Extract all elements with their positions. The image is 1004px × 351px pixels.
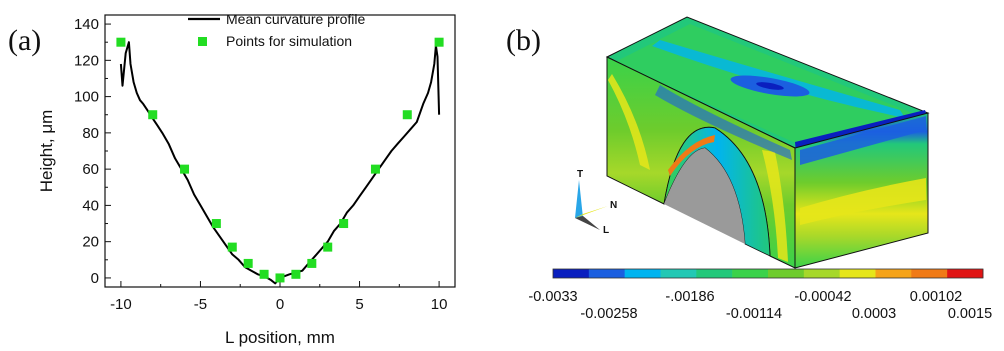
panel-a-label: (a): [8, 24, 41, 57]
top-face-min-stress-core: [756, 82, 784, 90]
side-face-blue-band: [800, 116, 926, 165]
simulation-point: [402, 110, 412, 120]
simulation-point: [148, 110, 158, 120]
colorbar-frame: [552, 268, 984, 279]
simulation-point: [307, 258, 317, 268]
simulation-point: [211, 219, 221, 229]
colorbar-label-5: -0.00042: [794, 289, 851, 305]
colorbar-segment: [696, 269, 733, 278]
simulation-point: [275, 273, 285, 283]
colorbar-segment: [732, 269, 769, 278]
y-tick-label: 40: [82, 197, 99, 214]
front-face-yellow-band-left: [608, 74, 650, 170]
triad-l-arrow: [575, 216, 600, 230]
colorbar-segment: [624, 269, 661, 278]
legend: Mean curvature profile Points for simula…: [188, 11, 366, 49]
colorbar-segment: [947, 269, 984, 278]
y-tick-label: 140: [74, 16, 99, 33]
triad-l-label: L: [603, 225, 609, 236]
side-face-yellow-band: [800, 178, 926, 225]
simulation-point: [227, 242, 237, 252]
colorbar-segment: [875, 269, 912, 278]
simulation-point: [323, 242, 333, 252]
y-tick-label: 60: [82, 161, 99, 178]
x-tick-label: 0: [276, 296, 284, 313]
coordinate-triad: T N L: [575, 169, 617, 236]
colorbar-segment: [660, 269, 697, 278]
front-face-blue-band: [655, 85, 792, 160]
legend-marker-swatch: [198, 37, 207, 46]
simulation-point: [370, 164, 380, 174]
colorbar-segment: [839, 269, 876, 278]
legend-label-profile: Mean curvature profile: [226, 11, 366, 27]
y-tick-label: 120: [74, 52, 99, 69]
x-axis-title: L position, mm: [225, 328, 335, 347]
y-tick-label: 80: [82, 125, 99, 142]
y-axis: 0 20 40 60 80 100 120 140: [74, 16, 111, 287]
arch-shadow: [664, 148, 745, 244]
y-tick-label: 100: [74, 89, 99, 106]
y-axis-title: Height, μm: [37, 110, 56, 193]
colorbar-label-3: -.00186: [665, 289, 714, 305]
colorbar-label-6: 0.0003: [852, 306, 896, 322]
colorbar-segment: [803, 269, 840, 278]
colorbar-label-4: -0.00114: [726, 306, 782, 322]
triad-t-arrow: [575, 180, 583, 218]
colorbar-segment: [588, 269, 625, 278]
x-axis: -10 -5 0 5 10: [110, 281, 447, 313]
arch-high-stress-edge: [668, 135, 715, 176]
panel-a: (a) (b) 0 20 40 60 80 100 120 140 -10 -5 0 5 10 Hei…: [8, 11, 541, 347]
triad-n-arrow: [575, 206, 608, 218]
colorbar-label-1: -0.0033: [528, 289, 577, 305]
x-tick-label: 10: [431, 296, 448, 313]
simulation-point: [339, 219, 349, 229]
colorbar-segment: [553, 269, 590, 278]
simulation-point: [243, 258, 253, 268]
colorbar-segment: [768, 269, 805, 278]
fea-model-render: [605, 16, 930, 269]
simulation-point: [434, 37, 444, 47]
y-tick-label: 0: [91, 270, 99, 287]
simulation-point: [291, 269, 301, 279]
plot-area: [116, 37, 444, 285]
stress-colorbar: [552, 268, 984, 279]
colorbar-label-2: -0.00258: [580, 306, 637, 322]
x-tick-label: -10: [110, 296, 132, 313]
top-face-cyan-band: [652, 40, 905, 118]
triad-n-label: N: [610, 200, 617, 211]
colorbar-label-8: 0.0015: [948, 306, 992, 322]
colorbar-segment: [911, 269, 948, 278]
legend-label-points: Points for simulation: [226, 33, 352, 49]
triad-t-label: T: [577, 169, 583, 180]
plot-frame: [104, 14, 456, 288]
x-tick-label: 5: [355, 296, 363, 313]
colorbar-label-7: 0.00102: [910, 289, 962, 305]
panel-b: T N L -0.0033 -.00186 -0.00042 0.00102 -…: [528, 16, 992, 322]
simulation-point: [116, 37, 126, 47]
series-line-mean-curvature-profile: [119, 41, 441, 285]
panel-b-label: (b): [506, 24, 541, 57]
y-tick-label: 20: [82, 234, 99, 251]
simulation-point: [180, 164, 190, 174]
simulation-point: [259, 269, 269, 279]
front-face-yellow-band-right: [762, 150, 788, 262]
x-tick-label: -5: [194, 296, 207, 313]
